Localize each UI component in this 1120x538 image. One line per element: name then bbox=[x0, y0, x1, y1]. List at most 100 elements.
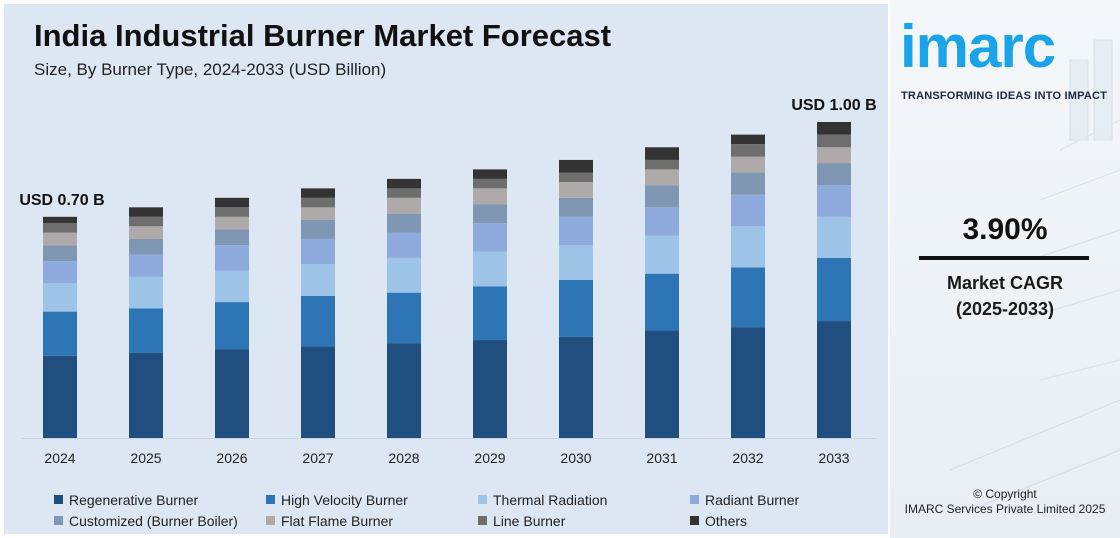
bar-segment-2030-5 bbox=[559, 182, 593, 198]
legend-swatch bbox=[266, 516, 275, 525]
bar-segment-2032-0 bbox=[731, 327, 765, 438]
legend-label: Line Burner bbox=[493, 512, 566, 529]
bar-segment-2029-5 bbox=[473, 188, 507, 205]
bar-segment-2029-4 bbox=[473, 204, 507, 224]
legend-swatch bbox=[266, 495, 275, 504]
bar-segment-2031-3 bbox=[645, 207, 679, 236]
legend-label: High Velocity Burner bbox=[281, 491, 408, 508]
bar-segment-2032-2 bbox=[731, 226, 765, 268]
bar-segment-2027-0 bbox=[301, 346, 335, 438]
x-tick-label: 2027 bbox=[302, 450, 333, 466]
legend-swatch bbox=[690, 495, 699, 504]
bar-segment-2030-3 bbox=[559, 216, 593, 246]
copyright-line1: © Copyright bbox=[973, 487, 1037, 501]
cagr-label-period: (2025-2033) bbox=[955, 299, 1055, 319]
bar-segment-2029-3 bbox=[473, 223, 507, 252]
bar-segment-2031-5 bbox=[645, 169, 679, 186]
legend-item: Radiant Burner bbox=[690, 490, 870, 509]
bar-segment-2033-2 bbox=[817, 216, 851, 258]
legend-item: Others bbox=[690, 511, 870, 530]
bar-segment-2032-4 bbox=[731, 172, 765, 195]
bar-segment-2032-6 bbox=[731, 144, 765, 157]
bar-segment-2025-1 bbox=[129, 308, 163, 353]
bar-segment-2026-1 bbox=[215, 302, 249, 350]
legend-swatch bbox=[54, 495, 63, 504]
bar-segment-2024-6 bbox=[43, 223, 77, 233]
bar-segment-2032-1 bbox=[731, 267, 765, 328]
x-tick-label: 2032 bbox=[732, 450, 763, 466]
bar-segment-2025-2 bbox=[129, 276, 163, 309]
bar-segment-2028-7 bbox=[387, 178, 421, 189]
bar-segment-2024-5 bbox=[43, 232, 77, 246]
chart-subtitle: Size, By Burner Type, 2024-2033 (USD Bil… bbox=[34, 60, 387, 79]
legend-label: Flat Flame Burner bbox=[281, 512, 394, 529]
legend-label: Thermal Radiation bbox=[493, 491, 608, 508]
bar-segment-2024-7 bbox=[43, 216, 77, 224]
legend-label: Others bbox=[705, 512, 748, 529]
bar-segment-2027-3 bbox=[301, 238, 335, 265]
bar-segment-2029-0 bbox=[473, 340, 507, 438]
chart-legend: Regenerative Burner High Velocity Burner T… bbox=[54, 490, 874, 530]
bar-segment-2024-2 bbox=[43, 283, 77, 312]
bar-segment-2028-0 bbox=[387, 343, 421, 438]
bar-segment-2027-6 bbox=[301, 197, 335, 208]
x-tick-label: 2030 bbox=[560, 450, 591, 466]
bar-segment-2033-5 bbox=[817, 147, 851, 164]
bar-segment-2024-4 bbox=[43, 245, 77, 262]
bar-segment-2026-3 bbox=[215, 245, 249, 271]
bar-segment-2029-2 bbox=[473, 251, 507, 287]
bar-segment-2033-1 bbox=[817, 257, 851, 322]
imarc-logo: imarc bbox=[900, 13, 1056, 80]
bar-segment-2027-5 bbox=[301, 207, 335, 220]
bar-segment-2025-3 bbox=[129, 254, 163, 277]
x-tick-label: 2026 bbox=[216, 450, 247, 466]
side-panel: imarc TRANSFORMING IDEAS INTO IMPACT 3.9… bbox=[890, 0, 1120, 538]
brand-tagline: TRANSFORMING IDEAS INTO IMPACT bbox=[901, 90, 1108, 102]
x-tick-label: 2024 bbox=[44, 450, 75, 466]
background-graph-decoration bbox=[949, 39, 1120, 511]
bar-segment-2025-5 bbox=[129, 226, 163, 239]
bar-segment-2033-4 bbox=[817, 163, 851, 186]
cagr-label-line1: Market CAGR bbox=[946, 273, 1064, 293]
bar-segment-2027-7 bbox=[301, 188, 335, 198]
x-tick-label: 2029 bbox=[474, 450, 505, 466]
bar-segment-2028-4 bbox=[387, 213, 421, 233]
bar-segment-2024-0 bbox=[43, 355, 77, 438]
bar-segment-2033-3 bbox=[817, 185, 851, 217]
x-tick-label: 2031 bbox=[646, 450, 677, 466]
bar-segment-2026-0 bbox=[215, 349, 249, 438]
legend-item: Customized (Burner Boiler) bbox=[54, 511, 266, 530]
bar-segment-2033-0 bbox=[817, 321, 851, 438]
bar-segment-2024-3 bbox=[43, 261, 77, 284]
x-tick-label: 2033 bbox=[818, 450, 849, 466]
value-annotation: USD 0.70 B bbox=[19, 192, 104, 209]
bar-segment-2031-0 bbox=[645, 330, 679, 438]
cagr-label: Market CAGR (2025-2033) bbox=[890, 270, 1120, 322]
legend-label: Customized (Burner Boiler) bbox=[69, 512, 238, 529]
bar-segment-2030-1 bbox=[559, 280, 593, 337]
bar-segment-2025-7 bbox=[129, 207, 163, 217]
bar-segment-2029-7 bbox=[473, 169, 507, 179]
bar-segment-2030-6 bbox=[559, 172, 593, 183]
copyright: © Copyright IMARC Services Private Limit… bbox=[890, 487, 1120, 517]
bar-segment-2033-7 bbox=[817, 122, 851, 135]
legend-swatch bbox=[690, 516, 699, 525]
copyright-line2: IMARC Services Private Limited 2025 bbox=[904, 502, 1106, 516]
bar-segment-2028-2 bbox=[387, 257, 421, 293]
bar-segment-2030-4 bbox=[559, 197, 593, 217]
legend-item: Regenerative Burner bbox=[54, 490, 266, 509]
bar-segment-2024-1 bbox=[43, 311, 77, 356]
bar-segment-2028-6 bbox=[387, 188, 421, 198]
bar-segment-2026-2 bbox=[215, 270, 249, 303]
bar-segment-2033-6 bbox=[817, 134, 851, 148]
bar-segment-2030-2 bbox=[559, 245, 593, 280]
cagr-divider bbox=[919, 256, 1089, 260]
legend-item: Line Burner bbox=[478, 511, 690, 530]
bar-segment-2026-7 bbox=[215, 197, 249, 208]
bar-segment-2025-6 bbox=[129, 216, 163, 227]
bar-segment-2026-4 bbox=[215, 229, 249, 246]
legend-item: Thermal Radiation bbox=[478, 490, 690, 509]
bar-segment-2031-2 bbox=[645, 235, 679, 274]
value-annotation: USD 1.00 B bbox=[791, 97, 876, 114]
legend-swatch bbox=[478, 495, 487, 504]
